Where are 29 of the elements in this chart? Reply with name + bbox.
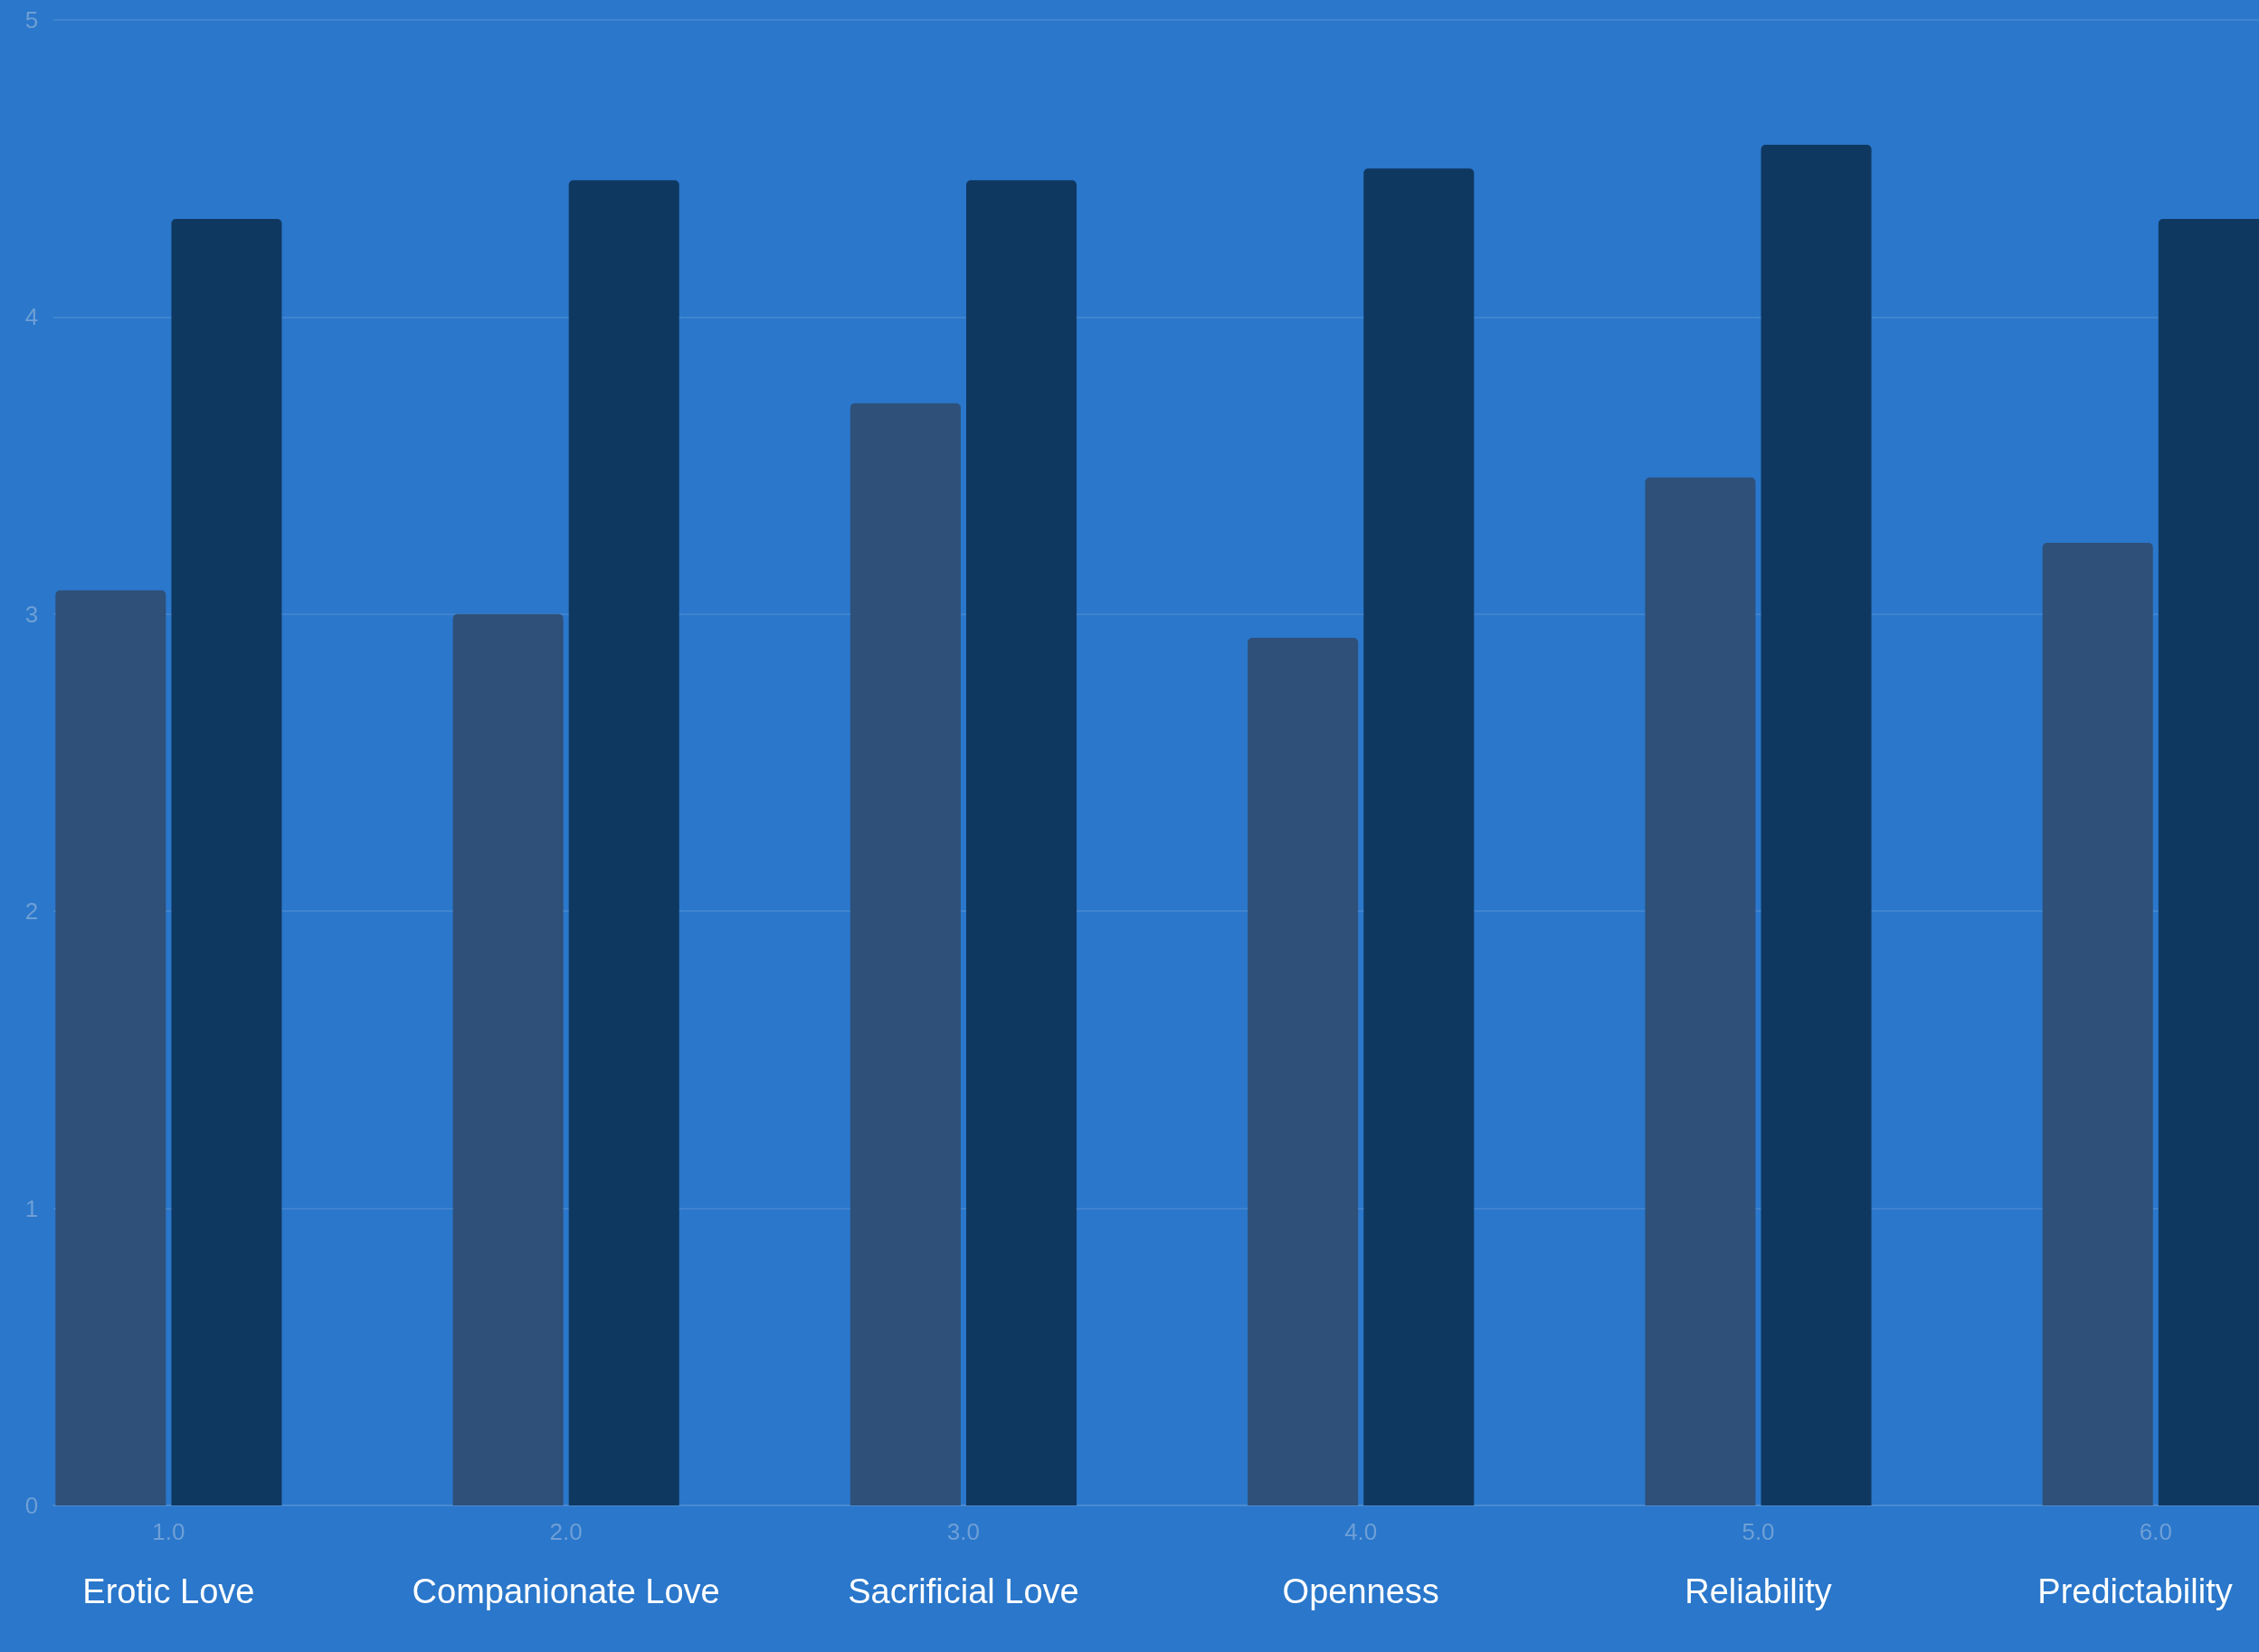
bar bbox=[452, 613, 564, 1505]
y-tick-label: 0 bbox=[24, 1492, 39, 1519]
y-tick-label: 1 bbox=[24, 1194, 39, 1222]
bar bbox=[1248, 638, 1359, 1505]
x-tick-label: 3.0 bbox=[946, 1518, 981, 1545]
text: Erotic Love bbox=[82, 1572, 255, 1610]
x-tick-label: 4.0 bbox=[1344, 1518, 1378, 1545]
bar bbox=[966, 180, 1077, 1505]
text: Predictability bbox=[2037, 1572, 2233, 1610]
bar bbox=[171, 219, 282, 1505]
bar bbox=[849, 403, 961, 1505]
bar bbox=[1363, 168, 1475, 1505]
y-tick-label: 5 bbox=[24, 6, 39, 33]
x-tick-label: 1.0 bbox=[152, 1518, 185, 1545]
bar bbox=[55, 590, 166, 1505]
bar bbox=[568, 180, 679, 1505]
text: Companionate Love bbox=[412, 1572, 720, 1610]
bar bbox=[1761, 144, 1872, 1505]
text: Sacrificial Love bbox=[848, 1572, 1079, 1610]
x-tick-label: 6.0 bbox=[2139, 1518, 2172, 1545]
x-tick-label: 5.0 bbox=[1742, 1518, 1775, 1545]
y-tick-label: 2 bbox=[24, 897, 39, 926]
text: Openness bbox=[1282, 1572, 1439, 1610]
y-tick-label: 3 bbox=[24, 600, 39, 628]
bar bbox=[2042, 542, 2153, 1505]
bar bbox=[1645, 477, 1756, 1505]
x-tick-label: 2.0 bbox=[549, 1518, 583, 1545]
text: Reliability bbox=[1685, 1572, 1832, 1610]
y-tick-label: 4 bbox=[24, 303, 39, 331]
